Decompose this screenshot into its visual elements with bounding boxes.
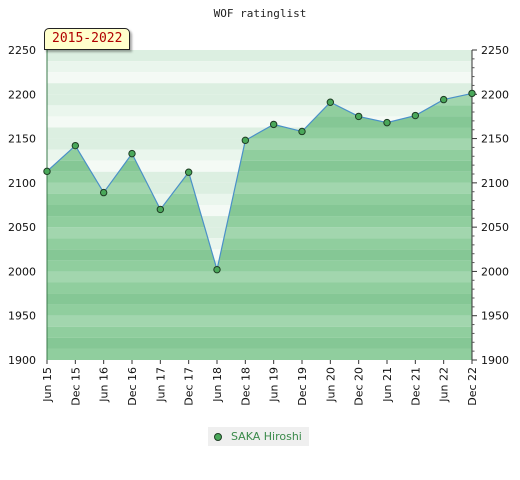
- x-tick-label: Dec 18: [239, 367, 252, 406]
- area-band: [47, 227, 472, 239]
- series-line: [46, 92, 473, 270]
- data-point: [184, 168, 193, 176]
- y-tick-label-right: 2250: [481, 44, 509, 57]
- legend-label: SAKA Hiroshi: [231, 430, 302, 443]
- area-band: [47, 282, 472, 294]
- x-tick-label: Jun 17: [154, 367, 167, 403]
- x-tick-label: Jun 15: [41, 367, 54, 403]
- y-tick-label-left: 1900: [8, 354, 36, 367]
- x-tick-label: Jun 20: [324, 367, 337, 403]
- x-tick-label: Dec 16: [126, 367, 139, 406]
- background-band: [47, 94, 472, 106]
- data-point: [269, 120, 278, 129]
- x-tick-label: Dec 22: [466, 367, 479, 406]
- background-band: [47, 83, 472, 95]
- area-band: [47, 171, 472, 183]
- data-point: [326, 98, 335, 106]
- x-tick-label: Dec 20: [353, 367, 366, 406]
- x-tick-label: Jun 16: [98, 367, 111, 403]
- chart-title: WOF ratinglist: [214, 7, 307, 20]
- data-point: [411, 111, 420, 120]
- x-tick-label: Dec 19: [296, 367, 309, 406]
- y-tick-label-left: 2200: [8, 88, 36, 101]
- area-band: [47, 304, 472, 316]
- area-band: [47, 293, 472, 305]
- area-band: [47, 348, 472, 360]
- y-tick-label-left: 2250: [8, 44, 36, 57]
- background-band: [47, 72, 472, 84]
- area-band: [47, 149, 472, 161]
- y-tick-label-right: 2150: [481, 133, 509, 146]
- area-band: [47, 238, 472, 250]
- data-point: [99, 188, 108, 197]
- y-tick-label-right: 1950: [481, 310, 509, 323]
- y-tick-label-right: 2100: [481, 177, 509, 190]
- area-band: [47, 193, 472, 205]
- x-tick-label: Jun 18: [211, 367, 224, 403]
- x-tick-label: Jun 22: [438, 367, 451, 403]
- data-point: [156, 205, 165, 214]
- area-band: [47, 216, 472, 228]
- y-tick-label-left: 2150: [8, 133, 36, 146]
- axes: 1900 1900 1950 1950 2000 2000 2050 2050 2100 2100…: [8, 44, 509, 406]
- x-tick-label: Dec 21: [409, 367, 422, 406]
- y-tick-label-right: 2200: [481, 88, 509, 101]
- data-point: [71, 141, 80, 150]
- legend[interactable]: SAKA Hiroshi: [208, 427, 309, 446]
- area-band: [47, 271, 472, 283]
- data-point: [383, 118, 391, 127]
- area-band: [47, 160, 472, 172]
- data-point: [298, 127, 306, 136]
- data-point: [354, 112, 363, 121]
- x-tick-label: Jun 21: [381, 367, 394, 403]
- area-band: [47, 138, 472, 150]
- legend-marker-icon: [214, 432, 222, 441]
- background-band: [47, 61, 472, 73]
- data-points: [43, 89, 476, 274]
- data-point: [241, 136, 250, 145]
- background-band: [47, 116, 472, 128]
- data-point: [128, 149, 136, 158]
- data-point: [439, 95, 448, 104]
- area-band: [47, 249, 472, 261]
- data-point: [213, 265, 221, 274]
- y-tick-label-left: 2000: [8, 265, 36, 278]
- x-tick-label: Jun 19: [268, 367, 281, 403]
- area-band: [47, 326, 472, 338]
- area-band: [47, 315, 472, 327]
- y-tick-label-right: 2050: [481, 221, 509, 234]
- y-tick-label-left: 2100: [8, 177, 36, 190]
- x-tick-label: Dec 15: [69, 367, 82, 406]
- data-point: [43, 167, 51, 176]
- x-tick-label: Dec 17: [183, 367, 196, 406]
- area-band: [47, 260, 472, 272]
- background-band: [47, 50, 472, 62]
- area-band: [47, 205, 472, 217]
- range-badge: 2015-2022: [44, 28, 131, 50]
- y-tick-label-right: 2000: [481, 265, 509, 278]
- data-point: [468, 89, 476, 98]
- y-tick-label-right: 1900: [481, 354, 509, 367]
- area-band: [47, 182, 472, 194]
- background-band: [47, 105, 472, 117]
- area-band: [47, 337, 472, 349]
- y-tick-label-left: 2050: [8, 221, 36, 234]
- y-tick-label-left: 1950: [8, 310, 36, 323]
